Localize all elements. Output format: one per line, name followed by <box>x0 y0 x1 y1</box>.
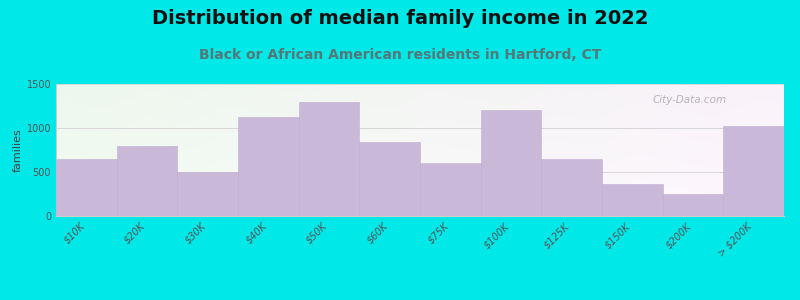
Bar <box>178 172 238 216</box>
Bar <box>420 163 481 216</box>
Bar <box>481 110 542 216</box>
Bar <box>117 146 178 216</box>
Text: Distribution of median family income in 2022: Distribution of median family income in … <box>152 9 648 28</box>
Bar <box>359 142 420 216</box>
Text: City-Data.com: City-Data.com <box>652 94 726 105</box>
Y-axis label: families: families <box>12 128 22 172</box>
Text: Black or African American residents in Hartford, CT: Black or African American residents in H… <box>199 48 601 62</box>
Bar <box>662 194 723 216</box>
Bar <box>298 103 359 216</box>
Bar <box>56 159 117 216</box>
Bar <box>723 126 784 216</box>
Bar <box>542 159 602 216</box>
Bar <box>238 117 298 216</box>
Bar <box>602 184 662 216</box>
